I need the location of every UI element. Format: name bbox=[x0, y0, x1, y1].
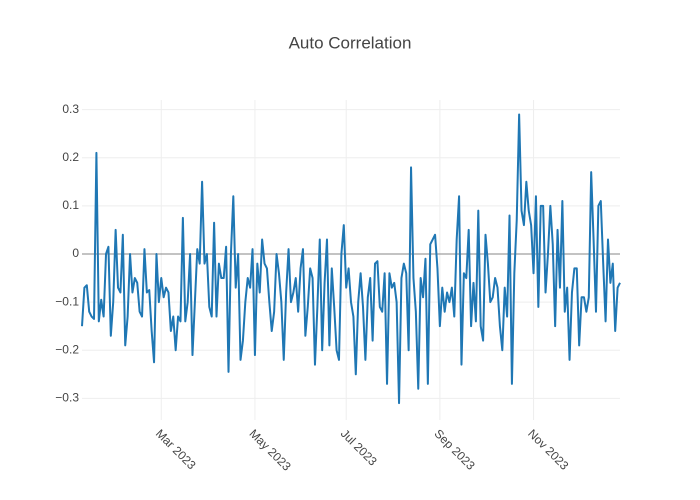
y-tick-label: −0.3 bbox=[55, 391, 79, 405]
y-tick-label: −0.1 bbox=[55, 294, 79, 308]
y-tick-label: 0.2 bbox=[62, 150, 79, 164]
y-tick-label: 0.3 bbox=[62, 102, 79, 116]
chart-title: Auto Correlation bbox=[289, 33, 412, 52]
y-tick-label: 0.1 bbox=[62, 198, 79, 212]
data-line bbox=[81, 113, 621, 405]
y-tick-label: 0 bbox=[72, 246, 79, 260]
y-tick-label: −0.2 bbox=[55, 342, 79, 356]
